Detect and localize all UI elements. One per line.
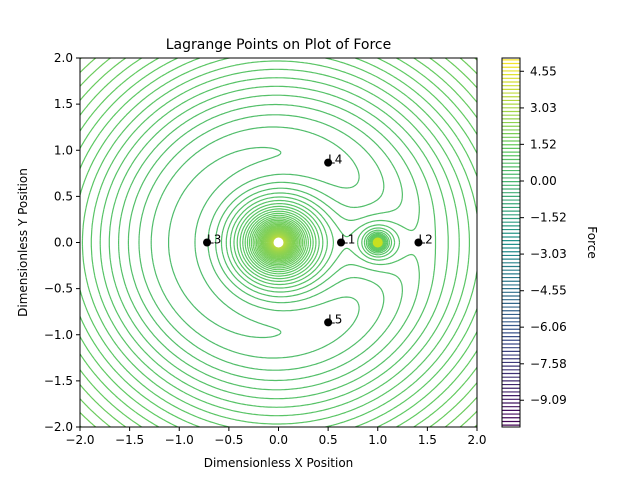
colorbar-label: Force <box>585 226 599 258</box>
primary-bodies <box>273 237 383 248</box>
x-tick-label: 1.0 <box>368 433 387 447</box>
lagrange-points: L1 L2 L3 L4 L5 <box>203 153 433 327</box>
lagrange-label-l4: L4 <box>328 153 342 167</box>
contour-level <box>150 126 360 359</box>
x-axis-ticks: −2.0 −1.5 −1.0 −0.5 0.0 0.5 1.0 1.5 2.0 <box>65 427 487 447</box>
lagrange-point-l4 <box>324 158 333 167</box>
lagrange-label-l2: L2 <box>418 233 432 247</box>
y-axis-label: Dimensionless Y Position <box>16 168 30 317</box>
colorbar-tick-label: 4.55 <box>530 64 557 78</box>
body-marker <box>273 237 284 248</box>
y-tick-label: −1.0 <box>44 328 73 342</box>
y-tick-label: 0.0 <box>54 236 73 250</box>
contour-level <box>80 58 477 427</box>
x-tick-label: −0.5 <box>214 433 243 447</box>
contour-level <box>108 85 437 400</box>
lagrange-point-l1 <box>337 238 346 247</box>
x-tick-label: 2.0 <box>467 433 486 447</box>
lagrange-label-l1: L1 <box>341 233 355 247</box>
y-tick-label: −1.5 <box>44 374 73 388</box>
contour-level <box>80 58 477 427</box>
x-tick-label: 1.5 <box>418 433 437 447</box>
y-tick-label: 2.0 <box>54 51 73 65</box>
contour-level <box>138 114 385 371</box>
x-tick-label: −1.5 <box>115 433 144 447</box>
y-tick-label: 0.5 <box>54 189 73 203</box>
contour-level <box>168 146 282 339</box>
x-axis-label: Dimensionless X Position <box>204 456 354 470</box>
contour-level <box>99 77 449 408</box>
lagrange-point-l2 <box>414 238 423 247</box>
lagrange-label-l3: L3 <box>207 233 221 247</box>
colorbar-tick-label: −3.03 <box>530 247 567 261</box>
colorbar-tick-label: −9.09 <box>530 393 567 407</box>
colorbar-tick-label: 0.00 <box>530 174 557 188</box>
lagrange-point-l3 <box>203 238 212 247</box>
y-tick-label: 1.5 <box>54 97 73 111</box>
colorbar-tick-label: 1.52 <box>530 137 557 151</box>
colorbar: 4.55 3.03 1.52 0.00 −1.52 −3.03 −4.55 −6.06 −7.5… <box>501 57 567 428</box>
contour-level <box>80 58 477 427</box>
y-tick-label: −2.0 <box>44 420 73 434</box>
contour-level <box>90 68 460 417</box>
colorbar-tick-label: −1.52 <box>530 211 567 225</box>
chart-title: Lagrange Points on Plot of Force <box>166 37 391 53</box>
x-tick-label: −1.0 <box>165 433 194 447</box>
y-axis-ticks: −2.0 −1.5 −1.0 −0.5 0.0 0.5 1.0 1.5 2.0 <box>44 51 80 434</box>
contour-level <box>127 103 403 382</box>
x-tick-label: −2.0 <box>65 433 94 447</box>
colorbar-tick-label: −6.06 <box>530 320 567 334</box>
colorbar-frame <box>501 57 521 428</box>
lagrange-label-l5: L5 <box>328 312 342 326</box>
y-tick-label: −0.5 <box>44 282 73 296</box>
x-tick-label: 0.0 <box>269 433 288 447</box>
contour-level <box>81 60 470 425</box>
contour-level <box>80 58 477 427</box>
colorbar-tick-label: 3.03 <box>530 101 557 115</box>
body-marker <box>372 237 383 248</box>
colorbar-tick-label: −4.55 <box>530 284 567 298</box>
x-tick-label: 0.5 <box>319 433 338 447</box>
contour-level <box>118 94 420 391</box>
colorbar-tick-label: −7.58 <box>530 357 567 371</box>
lagrange-point-l5 <box>324 318 333 327</box>
y-tick-label: 1.0 <box>54 143 73 157</box>
